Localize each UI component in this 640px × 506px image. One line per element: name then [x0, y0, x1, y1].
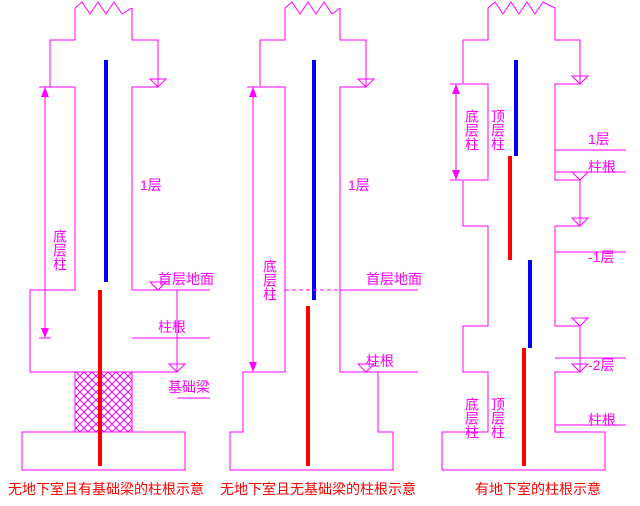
svg-text:-2层: -2层: [588, 357, 614, 373]
svg-text:顶层柱: 顶层柱: [490, 109, 506, 151]
svg-text:基础梁: 基础梁: [168, 379, 210, 395]
svg-text:1层: 1层: [348, 177, 370, 193]
svg-text:底层柱: 底层柱: [262, 259, 278, 301]
svg-text:1层: 1层: [588, 131, 610, 147]
svg-text:柱根: 柱根: [588, 412, 616, 428]
svg-text:首层地面: 首层地面: [158, 271, 214, 287]
svg-text:无地下室且有基础梁的柱根示意: 无地下室且有基础梁的柱根示意: [8, 481, 204, 497]
svg-text:底层柱: 底层柱: [52, 229, 68, 271]
svg-text:有地下室的柱根示意: 有地下室的柱根示意: [475, 481, 601, 497]
svg-text:柱根: 柱根: [366, 353, 394, 369]
svg-text:柱根: 柱根: [158, 319, 186, 335]
svg-text:无地下室且无基础梁的柱根示意: 无地下室且无基础梁的柱根示意: [220, 481, 416, 497]
svg-text:底层柱: 底层柱: [464, 397, 480, 439]
svg-text:底层柱: 底层柱: [464, 109, 480, 151]
svg-text:1层: 1层: [140, 177, 162, 193]
svg-text:柱根: 柱根: [588, 159, 616, 175]
svg-text:-1层: -1层: [588, 249, 614, 265]
svg-text:顶层柱: 顶层柱: [490, 397, 506, 439]
svg-text:首层地面: 首层地面: [366, 271, 422, 287]
